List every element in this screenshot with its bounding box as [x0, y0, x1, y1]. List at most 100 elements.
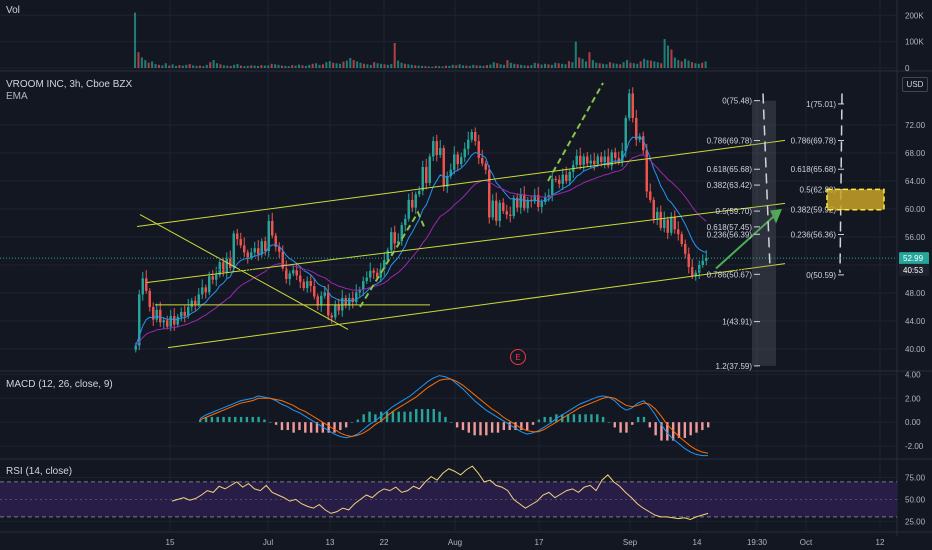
candle-body [677, 229, 680, 235]
candle-body [376, 272, 379, 278]
volume-bar [369, 64, 372, 68]
volume-bar [277, 64, 280, 68]
volume-bar [684, 58, 687, 68]
volume-bar [585, 61, 588, 68]
macd-histogram-bar [485, 422, 488, 436]
macd-histogram-bar [525, 422, 529, 431]
macd-histogram-bar [596, 414, 599, 423]
candle-body [351, 297, 354, 303]
macd-histogram-bar [520, 422, 523, 431]
candle-body [407, 199, 410, 219]
candle-body [673, 216, 676, 230]
volume-bar [509, 62, 512, 68]
volume-bar [239, 65, 242, 68]
candle-body [264, 241, 267, 251]
macd-histogram-bar [648, 422, 652, 428]
volume-bar [137, 52, 140, 68]
candle-body [369, 270, 372, 278]
macd-histogram-bar [654, 422, 657, 436]
volume-bar [198, 65, 201, 68]
macd-histogram-bar [344, 422, 348, 428]
volume-bar [267, 65, 270, 68]
macd-histogram-bar [415, 409, 418, 423]
macd-histogram-bar [222, 416, 225, 423]
macd-histogram-bar [531, 422, 535, 425]
macd-histogram-bar [660, 422, 663, 441]
candle-body [428, 156, 431, 184]
candle-body [659, 211, 662, 228]
volume-bar [270, 63, 273, 68]
macd-histogram-bar [234, 416, 237, 423]
volume-bar [161, 65, 164, 68]
macd-y-tick-label: 4.00 [905, 370, 921, 379]
macd-histogram-bar [584, 414, 587, 423]
candle-body [372, 270, 375, 273]
candle-body [491, 200, 494, 218]
macd-histogram-bar [292, 422, 295, 433]
candle-body [390, 232, 393, 251]
volume-bar [643, 58, 646, 68]
candle-body [362, 281, 365, 290]
candle-body [684, 244, 687, 254]
volume-bar [383, 64, 386, 68]
candle-body [439, 148, 442, 156]
macd-histogram-bar [350, 422, 354, 423]
candle-body [526, 199, 529, 209]
candle-body [257, 248, 260, 255]
volume-bar [318, 64, 321, 68]
macd-histogram-bar [444, 416, 447, 423]
volume-bar [451, 64, 454, 68]
candle-body [236, 233, 239, 240]
volume-bar [185, 64, 188, 68]
price-title[interactable]: VROOM INC, 3h, Cboe BZX [6, 79, 133, 90]
candle-body [614, 152, 617, 158]
volume-bar [216, 63, 219, 68]
ema-label[interactable]: EMA [6, 91, 28, 102]
macd-histogram-bar [199, 419, 202, 423]
candle-body [540, 202, 543, 207]
candle-body [355, 292, 358, 303]
earnings-icon[interactable]: E [510, 349, 526, 365]
volume-bar [687, 60, 690, 68]
target-zone-border [826, 188, 885, 211]
currency-label[interactable]: USD [902, 77, 928, 92]
price-y-tick-label: 72.00 [905, 121, 926, 130]
candle-body [313, 286, 316, 297]
candle-body [187, 307, 190, 317]
volume-bar [465, 65, 468, 68]
candle-body [670, 216, 673, 233]
candle-body [460, 157, 463, 165]
volume-bar [175, 65, 178, 68]
volume-bar [311, 63, 314, 68]
candle-body [600, 156, 603, 163]
candle-body [190, 300, 193, 307]
macd-histogram-bar [508, 422, 511, 431]
volume-y-tick-label: 0 [905, 64, 910, 73]
candle-body [481, 157, 484, 164]
candle-body [334, 304, 337, 318]
macd-histogram-bar [549, 416, 552, 423]
fib-level-label: 0.382(63.42) [707, 181, 753, 190]
candle-body [271, 220, 274, 236]
macd-histogram-bar [245, 416, 249, 423]
candle-body [414, 194, 417, 208]
candle-body [498, 202, 501, 221]
candle-body [183, 311, 186, 317]
macd-histogram-bar [210, 416, 214, 423]
candle-body [295, 269, 298, 276]
volume-bar [653, 61, 656, 68]
fib-dashed-left [762, 93, 771, 269]
macd-histogram-bar [216, 416, 219, 423]
volume-bar [140, 57, 143, 68]
volume-bar [298, 64, 301, 68]
candle-body [211, 276, 214, 280]
candle-body [320, 295, 323, 306]
candle-body [596, 156, 599, 165]
volume-bar [168, 65, 171, 68]
volume-bar [533, 62, 536, 68]
volume-bar [479, 65, 482, 68]
candle-body [365, 277, 368, 282]
volume-bar [496, 63, 499, 68]
